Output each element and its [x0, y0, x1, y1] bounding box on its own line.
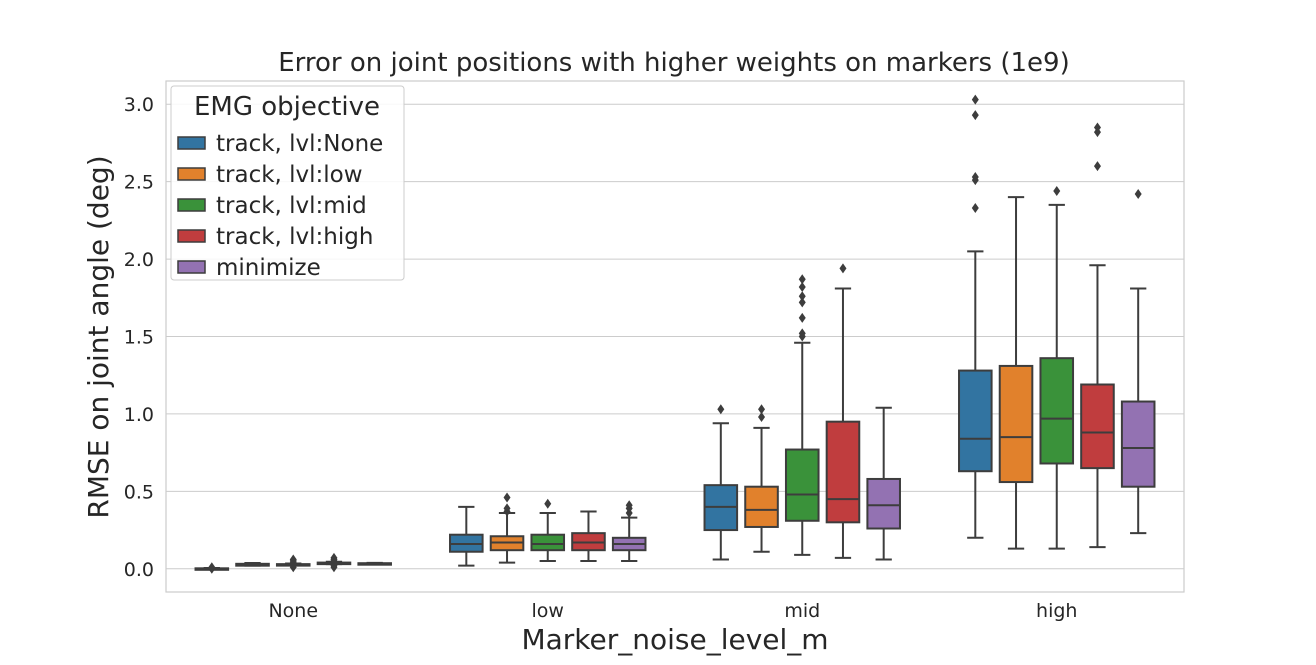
box-body — [866, 477, 901, 530]
x-tick-label: None — [268, 600, 318, 622]
outlier-point — [798, 328, 806, 339]
x-tick-labels: None low mid high — [268, 600, 1077, 622]
legend-title: EMG objective — [194, 92, 380, 122]
outlier-point — [1053, 185, 1061, 196]
series-group — [235, 196, 1034, 567]
box — [825, 263, 861, 559]
box-body — [784, 448, 820, 522]
chart-title: Error on joint positions with higher wei… — [278, 48, 1070, 78]
legend-swatch — [177, 198, 206, 212]
x-tick-label: low — [532, 600, 564, 622]
legend-label: track, lvl:low — [216, 162, 363, 188]
y-axis-label: RMSE on joint angle (deg) — [82, 155, 115, 518]
box — [1039, 185, 1075, 550]
box — [530, 498, 566, 563]
outlier-point — [503, 492, 511, 503]
outlier-point — [289, 554, 297, 565]
y-tick-label: 2.5 — [124, 172, 154, 194]
box — [194, 562, 230, 574]
outlier-point — [1093, 161, 1101, 172]
y-tick-label: 3.0 — [124, 94, 154, 116]
outlier-point — [971, 172, 979, 183]
outlier-point — [758, 412, 766, 423]
outlier-point — [1093, 122, 1101, 133]
outlier-point — [839, 263, 847, 274]
series-group — [275, 185, 1075, 573]
legend-entry: track, lvl:None — [177, 131, 383, 157]
outlier-point — [798, 291, 806, 302]
legend-entry: track, lvl:low — [177, 162, 363, 188]
series-group — [194, 94, 993, 574]
box-body — [998, 364, 1034, 484]
outlier-point — [544, 498, 552, 509]
box — [235, 562, 270, 567]
box — [866, 406, 901, 561]
box — [449, 505, 484, 567]
boxes — [194, 94, 1156, 574]
outlier-point — [717, 404, 725, 415]
outlier-point — [758, 404, 766, 415]
box-body — [1120, 400, 1156, 488]
outlier-point — [503, 503, 511, 514]
legend-entry: track, lvl:mid — [177, 193, 367, 219]
series-group — [357, 189, 1156, 566]
box — [998, 196, 1034, 550]
y-tick-label: 1.5 — [124, 327, 154, 349]
legend-box — [170, 85, 405, 281]
box-body — [1080, 383, 1115, 470]
legend-swatch — [177, 229, 206, 243]
y-tick-label: 0.0 — [124, 559, 154, 581]
outlier-point — [330, 552, 338, 563]
box — [316, 552, 352, 573]
box-body — [825, 420, 861, 524]
box — [1120, 189, 1156, 535]
outlier-point — [625, 500, 633, 511]
x-tick-label: high — [1036, 600, 1077, 622]
outlier-point — [971, 110, 979, 121]
box — [357, 561, 392, 566]
box — [571, 510, 606, 563]
outlier-point — [798, 274, 806, 285]
box — [489, 492, 525, 564]
box — [703, 404, 739, 561]
outlier-point — [971, 94, 979, 105]
box — [275, 554, 311, 573]
legend-label: track, lvl:high — [216, 224, 373, 250]
box — [1080, 122, 1115, 549]
y-tick-label: 2.0 — [124, 249, 154, 271]
legend-entry: track, lvl:high — [177, 224, 373, 250]
legend-label: track, lvl:mid — [216, 193, 367, 219]
outlier-point — [798, 297, 806, 308]
outlier-point — [971, 202, 979, 213]
legend-swatch — [177, 167, 206, 181]
box — [611, 500, 647, 563]
box — [958, 94, 993, 539]
box — [744, 404, 779, 553]
legend-label: track, lvl:None — [216, 131, 383, 157]
y-tick-label: 0.5 — [124, 481, 154, 503]
x-axis-label: Marker_noise_level_m — [521, 623, 828, 656]
box-body — [958, 369, 993, 473]
legend-items: track, lvl:None track, lvl:low track, lvl:… — [177, 131, 383, 281]
series-group — [316, 122, 1115, 573]
box-body — [1039, 357, 1075, 465]
box-body — [744, 485, 779, 528]
box — [784, 274, 820, 556]
legend-swatch — [177, 260, 206, 274]
outlier-point — [1134, 189, 1142, 200]
outlier-point — [798, 281, 806, 292]
y-tick-label: 1.0 — [124, 404, 154, 426]
box-body — [530, 533, 566, 552]
legend-label: minimize — [216, 255, 321, 281]
outlier-point — [798, 312, 806, 323]
legend-entry: minimize — [177, 255, 321, 281]
outlier-point — [208, 562, 216, 573]
legend-swatch — [177, 136, 206, 150]
y-tick-labels: 0.0 0.5 1.0 1.5 2.0 2.5 3.0 — [124, 94, 154, 581]
x-tick-label: mid — [784, 600, 820, 622]
